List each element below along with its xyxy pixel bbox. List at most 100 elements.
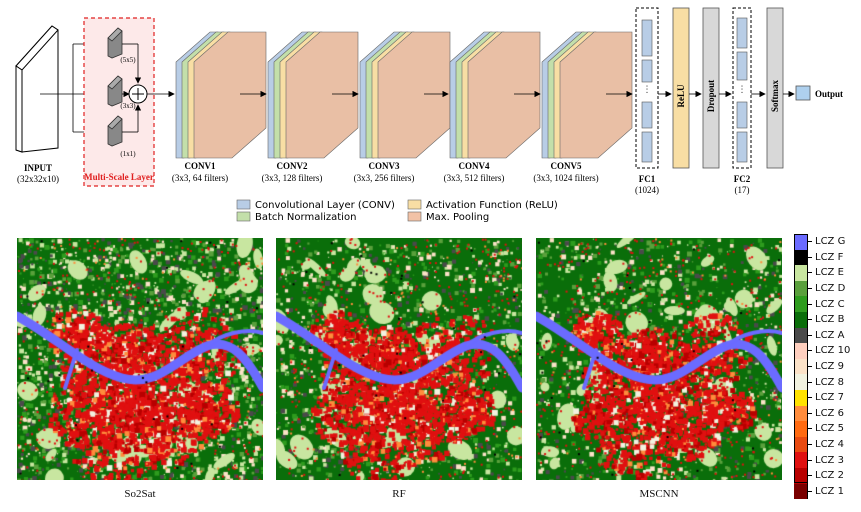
lcz-legend-item: LCZ 7: [794, 389, 860, 406]
legend-bn-swatch: [236, 211, 251, 222]
conv1-sub: (3x3, 64 filters): [172, 173, 228, 183]
map-so2sat-title: So2Sat: [124, 488, 156, 500]
lcz-label: LCZ 5: [815, 423, 844, 435]
lcz-tick: [808, 412, 812, 414]
kernel-5x5-label: (5x5): [120, 56, 136, 64]
legend-relu-swatch: [407, 199, 422, 210]
map-rf-title: RF: [392, 488, 406, 500]
lcz-label: LCZ 1: [815, 485, 844, 497]
lcz-swatch: [794, 327, 808, 344]
lcz-swatch: [794, 358, 808, 375]
lcz-label: LCZ G: [815, 236, 846, 248]
conv3-title: CONV3: [369, 161, 400, 171]
legend-pool-swatch: [407, 211, 422, 222]
lcz-label: LCZ 7: [815, 392, 844, 404]
conv3-sub: (3x3, 256 filters): [354, 173, 415, 183]
lcz-legend-item: LCZ D: [794, 280, 860, 297]
softmax-label: Softmax: [770, 80, 780, 112]
conv5-sub: (3x3, 1024 filters): [533, 173, 598, 183]
map-mscnn-title: MSCNN: [639, 488, 679, 500]
lcz-label: LCZ B: [815, 314, 845, 326]
lcz-tick: [808, 459, 812, 461]
lcz-legend-item: LCZ A: [794, 327, 860, 344]
kernel-3x3-label: (3x3): [120, 102, 136, 110]
fc1-dashed-box: [635, 7, 659, 169]
fc1-sub: (1024): [635, 185, 659, 195]
multiscale-title: Multi-Scale Layer: [84, 172, 154, 182]
legend-pool-label: Max. Pooling: [426, 212, 489, 223]
conv2-block: [267, 31, 359, 159]
kernel-1x1: [107, 115, 123, 147]
map-rf: [276, 238, 522, 480]
lcz-tick: [808, 256, 812, 258]
input-shape: (32x32x10): [17, 174, 59, 184]
lcz-tick: [808, 428, 812, 430]
lcz-legend-item: LCZ 9: [794, 358, 860, 375]
lcz-label: LCZ 2: [815, 470, 844, 482]
lcz-legend-item: LCZ 4: [794, 436, 860, 453]
lcz-legend-item: LCZ F: [794, 249, 860, 266]
kernel-3x3: [107, 75, 123, 107]
lcz-label: LCZ 10: [815, 345, 851, 357]
lcz-label: LCZ C: [815, 298, 845, 310]
lcz-swatch: [794, 280, 808, 297]
lcz-tick: [808, 490, 812, 492]
lcz-label: LCZ 4: [815, 439, 844, 451]
relu-block: [672, 7, 690, 169]
lcz-tick: [808, 272, 812, 274]
lcz-swatch: [794, 467, 808, 484]
pool-layer: [559, 31, 633, 159]
svg-text:⋮: ⋮: [738, 85, 747, 95]
softmax-block: [766, 7, 784, 169]
lcz-tick: [808, 397, 812, 399]
kernel-to-sum-lines: [122, 43, 142, 133]
conv3-block: [359, 31, 451, 159]
svg-text:⋮: ⋮: [643, 85, 652, 95]
lcz-legend-item: LCZ 2: [794, 467, 860, 484]
lcz-label: LCZ 8: [815, 376, 844, 388]
legend-bn-label: Batch Normalization: [255, 212, 356, 223]
conv4-sub: (3x3, 512 filters): [444, 173, 505, 183]
lcz-swatch: [794, 389, 808, 406]
lcz-tick: [808, 444, 812, 446]
fc2-title: FC2: [734, 174, 751, 184]
relu-label: ReLU: [676, 84, 686, 107]
lcz-swatch: [794, 436, 808, 453]
lcz-legend: LCZ G LCZ F LCZ E LCZ D LCZ C LCZ B LCZ A LCZ 1…: [794, 234, 860, 500]
lcz-swatch: [794, 234, 808, 250]
lcz-swatch: [794, 343, 808, 359]
pool-layer: [193, 31, 267, 159]
lcz-tick: [808, 350, 812, 352]
lcz-swatch: [794, 265, 808, 281]
map-mscnn: [536, 238, 782, 480]
lcz-label: LCZ A: [815, 329, 845, 341]
output-block: [795, 85, 811, 101]
lcz-legend-item: LCZ 3: [794, 452, 860, 468]
fc2-neurons: ⋮: [736, 17, 748, 163]
conv2-title: CONV2: [277, 161, 308, 171]
lcz-swatch: [794, 311, 808, 328]
pool-layer: [285, 31, 359, 159]
kernel-1x1-label: (1x1): [120, 150, 136, 158]
lcz-tick: [808, 303, 812, 305]
lcz-tick: [808, 334, 812, 336]
legend-conv-label: Convolutional Layer (CONV): [255, 200, 395, 211]
legend-conv-swatch: [236, 199, 251, 210]
fc2-sub: (17): [735, 185, 750, 195]
lcz-legend-item: LCZ G: [794, 234, 860, 250]
dropout-label: Dropout: [706, 80, 716, 112]
conv1-block: [175, 31, 267, 159]
pool-layer: [467, 31, 541, 159]
lcz-tick: [808, 381, 812, 383]
diagram-legend: Convolutional Layer (CONV) Activation Fu…: [236, 199, 558, 223]
input-block: [15, 25, 59, 153]
lcz-swatch: [794, 249, 808, 266]
lcz-legend-item: LCZ 6: [794, 405, 860, 422]
lcz-tick: [808, 475, 812, 477]
lcz-swatch: [794, 421, 808, 437]
lcz-swatch: [794, 483, 808, 500]
lcz-legend-item: LCZ 1: [794, 483, 860, 500]
conv5-block: [541, 31, 633, 159]
lcz-legend-item: LCZ C: [794, 296, 860, 312]
lcz-swatch: [794, 452, 808, 468]
